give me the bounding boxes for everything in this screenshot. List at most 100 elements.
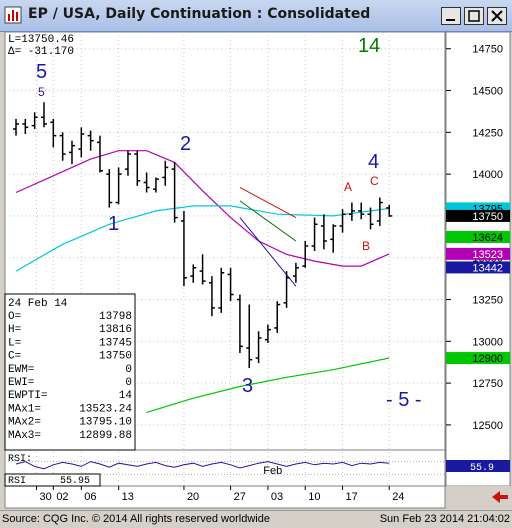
ohlc-bar <box>358 202 365 220</box>
wave-annotations: 5 5 1 2 3 4 14 - 5 - A B C <box>36 35 422 411</box>
ohlc-bar <box>96 135 103 173</box>
ohlc-bar <box>246 304 253 369</box>
ohlc-bar <box>152 177 159 193</box>
legend-row-value: 12899.88 <box>79 430 132 442</box>
annotation-wave: 5 <box>36 61 47 83</box>
ma-line-max1 <box>15 150 390 267</box>
legend-row-value: 13750 <box>99 351 132 363</box>
ohlc-bar <box>50 118 57 148</box>
y-tick-label: 12750 <box>472 378 503 390</box>
date-axis-bg <box>4 485 446 509</box>
legend-row-value: 13523.24 <box>79 403 132 415</box>
ohlc-bar <box>13 118 19 136</box>
y-tick-label: 14250 <box>472 127 503 139</box>
price-marker: 12900 <box>446 352 510 365</box>
price-marker: 13523 <box>446 247 510 261</box>
ohlc-bar <box>227 267 234 302</box>
y-tick-label: 13000 <box>472 336 503 348</box>
ohlc-bar <box>311 217 318 252</box>
ohlc-bar <box>68 140 75 165</box>
ohlc-bar <box>87 130 94 151</box>
y-tick-label: 13250 <box>472 295 503 307</box>
annotation-wave: 14 <box>358 35 380 57</box>
cursor-delta-readout: Δ= -31.170 <box>8 46 74 58</box>
legend-row-value: 0 <box>125 364 132 376</box>
x-tick-label: 30 <box>40 491 52 503</box>
ohlc-bar <box>59 132 66 161</box>
scroll-left-arrow-icon[interactable] <box>492 491 508 503</box>
moving-averages <box>15 150 390 413</box>
chart-window: EP / USA, Daily Continuation : Consolida… <box>0 0 512 510</box>
ohlc-bars <box>13 102 393 369</box>
ohlc-bar <box>143 172 150 193</box>
corner-cell <box>446 486 510 508</box>
ohlc-bar <box>283 271 290 308</box>
ma-line-max3 <box>146 357 390 413</box>
ohlc-bar <box>171 162 178 223</box>
legend-row-value: 13798 <box>99 311 132 323</box>
x-tick-label: 13 <box>122 491 134 503</box>
x-tick-label: 27 <box>234 491 246 503</box>
app-icon <box>4 6 22 24</box>
legend-row-value: 14 <box>119 390 133 402</box>
price-marker-label: 13523 <box>472 249 503 261</box>
ohlc-legend: 24 Feb 14 O= 13798 H= 13816 L= 13745 C= 13750 EW… <box>4 293 136 451</box>
legend-row-label: EWM= <box>8 364 34 376</box>
legend-row-label: O= <box>8 311 21 323</box>
ohlc-bar <box>218 267 225 313</box>
annotation-abc: C <box>370 174 379 188</box>
y-tick-label: 14000 <box>472 169 503 181</box>
x-tick-label: 24 <box>392 491 404 503</box>
rsi-marker-value: 55.9 <box>470 463 494 474</box>
legend-row-label: L= <box>8 337 21 349</box>
copyright-text: Source: CQG Inc. © 2014 All rights reser… <box>2 513 270 525</box>
ohlc-bar <box>162 160 169 186</box>
x-tick-label: 03 <box>271 491 283 503</box>
price-marker-bg <box>446 209 510 222</box>
legend-row-label: MAx3= <box>8 430 41 442</box>
rsi-series <box>15 461 390 470</box>
rsi-line <box>5 461 445 475</box>
x-tick-label: 20 <box>187 491 199 503</box>
ohlc-bar <box>190 264 197 283</box>
close-icon <box>491 10 503 22</box>
ma-line-max2 <box>15 205 390 272</box>
price-marker: 13624 <box>446 230 510 244</box>
close-button[interactable] <box>487 7 507 25</box>
rsi-text-prefix: RSI <box>8 476 26 487</box>
month-label: Feb <box>263 465 282 477</box>
rsi-value: 55.95 <box>60 476 90 487</box>
legend-row-label: EWPTI= <box>8 390 48 402</box>
annotation-wave: - 5 - <box>386 389 422 411</box>
legend-row-value: 13745 <box>99 337 132 349</box>
window-title: EP / USA, Daily Continuation : Consolida… <box>28 6 371 22</box>
price-marker-bg <box>446 230 510 243</box>
price-marker-label: 13624 <box>472 232 503 244</box>
minimize-button[interactable] <box>441 7 461 25</box>
ohlc-bar <box>339 209 346 233</box>
ohlc-bar <box>180 210 187 287</box>
y-tick-label: 14500 <box>472 86 503 98</box>
maximize-button[interactable] <box>464 7 484 25</box>
legend-date: 24 Feb 14 <box>8 298 68 310</box>
annotation-abc: B <box>362 239 370 253</box>
minimize-icon <box>446 19 455 21</box>
x-tick-label: 02 <box>56 491 68 503</box>
cursor-l-readout: L=13750.46 <box>8 34 74 46</box>
legend-row-value: 0 <box>125 377 132 389</box>
annotation-wave: 1 <box>108 213 119 235</box>
rsi-label: RSI: <box>8 454 32 465</box>
ohlc-bar <box>330 224 337 253</box>
ohlc-bar <box>376 197 383 226</box>
timestamp: Sun Feb 23 2014 21:04:02 <box>379 513 510 525</box>
ohlc-bar <box>106 169 113 208</box>
ohlc-bar <box>40 102 47 128</box>
price-marker: 13442 <box>446 261 510 274</box>
legend-row-value: 13816 <box>99 324 132 336</box>
ohlc-bar <box>320 214 327 250</box>
chart-area[interactable]: 1250012750130001325013500137501400014250… <box>0 32 512 510</box>
legend-row-label: MAx1= <box>8 403 41 415</box>
title-bar[interactable]: EP / USA, Daily Continuation : Consolida… <box>0 0 512 32</box>
rsi-price-marker <box>446 460 510 472</box>
